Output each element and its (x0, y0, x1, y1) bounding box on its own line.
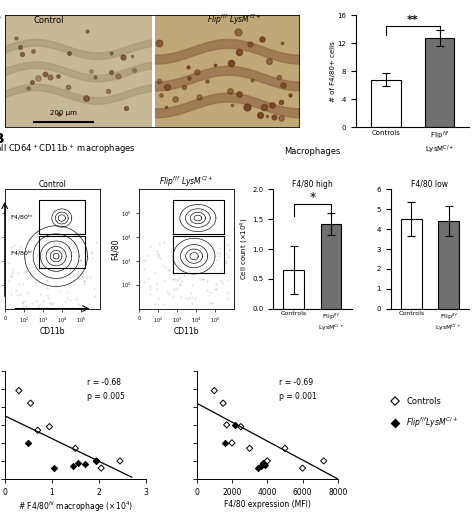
Text: B: B (0, 132, 4, 146)
Point (116, 457, 124, 465)
Point (93, 457, 100, 465)
Text: *: * (309, 191, 316, 204)
Point (237, 422, 245, 431)
Point (25, 439, 32, 447)
Point (255, 464, 262, 472)
Point (46, 422, 53, 431)
Point (69, 462, 77, 470)
Text: p = 0.005: p = 0.005 (87, 392, 125, 401)
Point (320, 457, 328, 465)
Point (299, 464, 306, 472)
Bar (425, 38, 455, 127)
Point (72, 444, 79, 452)
Text: **: ** (407, 15, 419, 25)
Text: r = -0.68: r = -0.68 (87, 379, 120, 387)
Point (210, 386, 218, 394)
X-axis label: CD11b: CD11b (173, 327, 199, 336)
Point (50, 464, 58, 472)
Point (15, 386, 23, 394)
Point (97, 464, 105, 472)
Point (219, 399, 227, 407)
Point (281, 444, 289, 452)
Y-axis label: # of F4/80+ cells: # of F4/80+ cells (330, 41, 336, 102)
Text: Control: Control (34, 16, 64, 25)
Text: $\mathit{Flip}^{f/f}$$\mathit{LysM}^{C/+}$: $\mathit{Flip}^{f/f}$$\mathit{LysM}^{C/+… (406, 416, 458, 430)
Text: Controls: Controls (406, 397, 441, 405)
Point (391, 397, 399, 405)
Point (81, 460, 89, 468)
Text: All CD64$^+$CD11b$^+$ macrophages: All CD64$^+$CD11b$^+$ macrophages (0, 143, 136, 156)
Bar (321, 224, 341, 308)
Point (261, 460, 268, 469)
Point (223, 421, 230, 429)
Y-axis label: F4/80: F4/80 (111, 238, 120, 260)
Bar (371, 80, 401, 127)
Point (257, 462, 265, 470)
Text: $\mathit{Flip}^{f/f}$ $\mathit{LysM}^{C/+}$: $\mathit{Flip}^{f/f}$ $\mathit{LysM}^{C/… (207, 13, 262, 27)
Bar (401, 219, 421, 308)
Text: p = 0.001: p = 0.001 (279, 392, 316, 401)
Point (74, 458, 82, 467)
Point (259, 458, 266, 467)
Point (221, 439, 228, 447)
X-axis label: # F4/80$^{hi}$ macrophage (×10$^4$): # F4/80$^{hi}$ macrophage (×10$^4$) (18, 500, 133, 514)
Point (264, 457, 271, 465)
Text: r = -0.69: r = -0.69 (279, 379, 313, 387)
Point (93, 457, 100, 465)
Text: A: A (0, 7, 1, 21)
Bar (438, 221, 459, 308)
Text: 200 μm: 200 μm (50, 110, 77, 116)
Point (27, 399, 35, 407)
Point (34, 426, 41, 434)
Bar (283, 270, 304, 308)
Title: F4/80 high: F4/80 high (292, 180, 333, 188)
Title: F4/80 low: F4/80 low (411, 180, 448, 188)
Title: Control: Control (38, 180, 66, 188)
Text: F4/80$^{lo}$: F4/80$^{lo}$ (10, 248, 34, 258)
Bar (155, 15, 299, 127)
Point (228, 439, 236, 447)
X-axis label: F4/80 expression (MFI): F4/80 expression (MFI) (224, 500, 310, 509)
Y-axis label: Cell count (×10$^4$): Cell count (×10$^4$) (238, 218, 251, 280)
Point (232, 421, 239, 429)
Point (391, 419, 399, 427)
X-axis label: CD11b: CD11b (39, 327, 65, 336)
Point (246, 444, 254, 452)
Title: $\mathit{Flip}^{f/f}$ $\mathit{LysM}^{C/+}$: $\mathit{Flip}^{f/f}$ $\mathit{LysM}^{C/… (159, 175, 214, 190)
Text: Macrophages: Macrophages (284, 147, 340, 156)
Text: F4/80$^{hi}$: F4/80$^{hi}$ (10, 213, 34, 222)
